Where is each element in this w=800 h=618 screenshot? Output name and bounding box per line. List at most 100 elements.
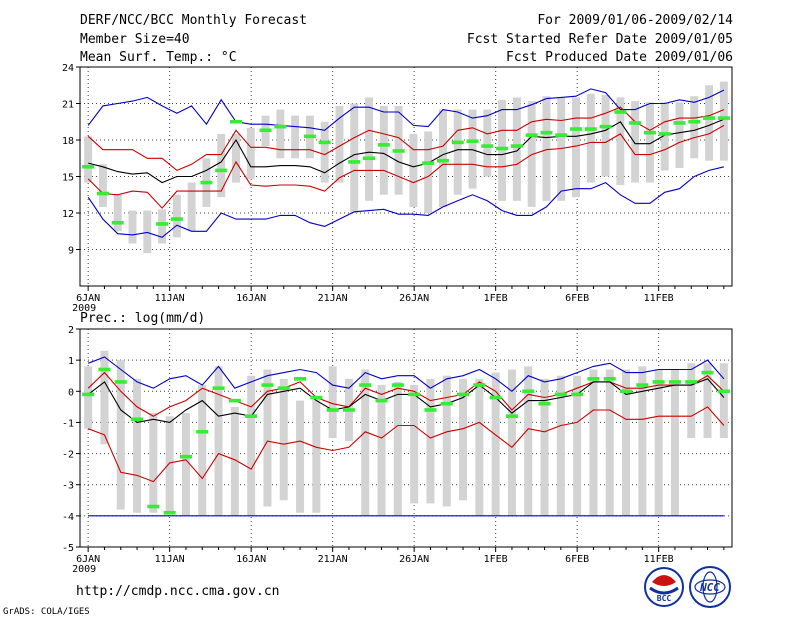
temp-xtick-label: 11JAN — [155, 293, 185, 304]
temp-range-box — [468, 109, 477, 189]
temperature-panel: 9 12 15 18 21 24 6JAN 11JAN 16JAN 21JAN 26JAN 1FEB 6… — [62, 63, 733, 314]
prec-range-box — [524, 366, 533, 516]
temp-upper-quartile-line — [87, 106, 725, 172]
prec-mean-marker — [147, 504, 160, 509]
temp-mean-marker — [643, 130, 656, 135]
prec-mean-marker — [701, 370, 714, 375]
prec-range-box — [100, 350, 109, 445]
prec-range-box — [133, 378, 142, 513]
bcc-logo-text: BCC — [657, 594, 672, 603]
prec-ytick-label: -1 — [62, 418, 74, 429]
grads-credit: GrADS: COLA/IGES — [3, 607, 90, 617]
prec-xtick-label: 26JAN — [399, 554, 429, 565]
prec-range-box — [622, 369, 631, 516]
ncc-logo-orbit — [694, 579, 726, 595]
temp-range-box — [365, 97, 374, 201]
prec-xtick-label: 16JAN — [236, 554, 266, 565]
prec-range-box — [263, 369, 272, 507]
temp-range-box — [527, 101, 536, 207]
temp-xtick-label: 6FEB — [565, 293, 589, 304]
temp-range-box — [158, 209, 167, 244]
temp-mean-marker — [259, 128, 272, 133]
prec-range-box — [573, 375, 582, 516]
prec-range-box — [475, 378, 484, 516]
header-member-size: Member Size=40 — [80, 32, 190, 47]
temp-range-box — [379, 105, 388, 195]
prec-mean-marker — [554, 392, 567, 397]
prec-mean-marker — [489, 395, 502, 400]
prec-mean-marker — [277, 386, 290, 390]
precip-panel-title: Prec.: log(mm/d) — [80, 311, 205, 326]
prec-mean-marker — [636, 383, 649, 387]
prec-ytick-label: -2 — [62, 450, 74, 461]
prec-mean-marker — [294, 377, 307, 381]
temp-mean-marker — [510, 144, 523, 148]
temp-range-box — [409, 133, 418, 207]
temp-mean-marker — [96, 191, 109, 196]
temp-range-box — [246, 127, 255, 179]
temp-mean-marker — [348, 160, 361, 164]
temp-range-box — [276, 109, 285, 159]
prec-mean-marker — [424, 408, 437, 412]
prec-mean-marker — [408, 392, 421, 397]
temp-range-box — [719, 81, 728, 161]
prec-plot-frame — [79, 328, 733, 548]
prec-range-box — [507, 369, 516, 516]
temp-range-box — [660, 102, 669, 171]
prec-xtick-label: 6JAN — [76, 554, 100, 565]
prec-mean-marker — [652, 380, 665, 384]
temp-range-box — [320, 121, 329, 183]
temp-range-box — [616, 97, 625, 186]
temp-range-box — [143, 210, 152, 254]
prec-mean-marker — [245, 414, 258, 418]
temp-range-box — [498, 99, 507, 201]
prec-range-box — [540, 378, 549, 516]
temp-mean-marker — [156, 222, 169, 226]
bcc-logo-swoosh — [652, 575, 676, 586]
temp-mean-marker — [215, 168, 228, 173]
temp-range-box — [187, 182, 196, 232]
temp-xtick-label: 16JAN — [236, 293, 266, 304]
prec-mean-marker — [179, 454, 192, 459]
prec-mean-marker — [375, 398, 388, 403]
temp-mean-marker — [629, 121, 642, 125]
prec-mean-marker — [326, 408, 339, 412]
prec-ytick-label: 1 — [68, 356, 74, 367]
prec-mean-marker — [538, 401, 551, 406]
prec-median-line — [87, 378, 725, 423]
temp-mean-marker — [422, 161, 435, 165]
temp-range-box — [645, 102, 654, 183]
prec-mean-marker — [391, 383, 404, 387]
prec-range-box — [279, 378, 288, 501]
prec-range-box — [312, 397, 321, 513]
temp-mean-marker — [688, 119, 701, 124]
prec-range-box — [589, 369, 598, 516]
temp-mean-marker — [673, 121, 686, 125]
temp-mean-marker — [658, 132, 671, 136]
prec-range-box — [459, 378, 468, 501]
prec-mean-marker — [196, 429, 209, 434]
temp-ytick-label: 18 — [62, 136, 74, 147]
header-title: DERF/NCC/BCC Monthly Forecast — [80, 13, 307, 28]
prec-mean-marker — [98, 367, 111, 372]
prec-xtick-label: 21JAN — [318, 554, 348, 565]
temp-range-box — [675, 102, 684, 168]
ncc-logo-ring — [689, 566, 731, 608]
prec-range-box — [361, 369, 370, 516]
temp-ytick-label: 21 — [62, 100, 74, 111]
temp-mean-marker — [392, 149, 405, 153]
temp-range-box — [232, 133, 240, 183]
temp-xtick-label: 21JAN — [318, 293, 348, 304]
prec-upper-quartile-line — [87, 371, 725, 417]
temp-mean-marker — [303, 134, 316, 139]
temp-mean-marker — [584, 127, 597, 131]
footer-url[interactable]: http://cmdp.ncc.cma.gov.cn — [76, 584, 280, 599]
prec-range-box — [654, 369, 663, 516]
temp-mean-marker — [496, 146, 509, 151]
prec-mean-marker — [82, 392, 95, 397]
prec-upper-line — [88, 356, 725, 393]
prec-mean-marker — [212, 386, 225, 390]
temp-mean-marker — [570, 127, 583, 131]
temp-mean-marker — [540, 130, 553, 135]
